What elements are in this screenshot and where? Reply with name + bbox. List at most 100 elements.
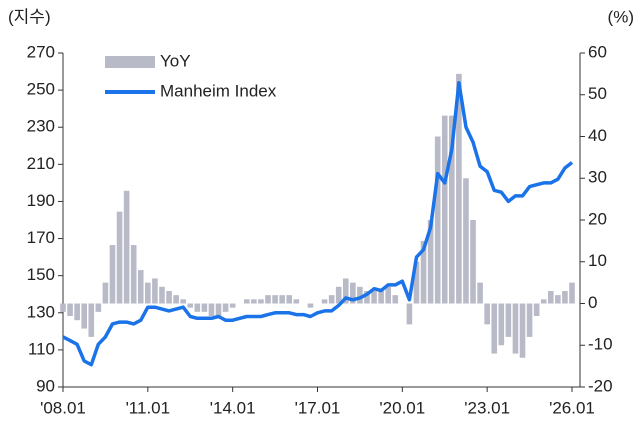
bar	[95, 303, 102, 312]
bar	[491, 303, 498, 354]
y-tick-label: 130	[27, 302, 55, 321]
y-tick-label: 210	[27, 154, 55, 173]
bar	[88, 303, 95, 337]
bar	[123, 190, 130, 304]
legend-label: YoY	[160, 51, 191, 70]
bar	[406, 303, 413, 325]
bar	[152, 278, 158, 304]
bar	[293, 299, 300, 304]
bar	[420, 240, 427, 304]
y-tick-label: 170	[27, 228, 55, 247]
bar	[562, 290, 568, 304]
bar	[208, 303, 215, 317]
bar	[512, 303, 519, 354]
bar	[335, 286, 342, 304]
x-tick-label: '11.01	[126, 398, 171, 417]
bar	[130, 245, 137, 304]
bar	[116, 211, 123, 304]
bar	[350, 282, 356, 304]
y2-tick-label: 30	[588, 168, 607, 187]
bar	[413, 261, 420, 304]
legend-bar-swatch	[105, 56, 155, 68]
bar	[187, 303, 194, 308]
bar	[505, 303, 512, 337]
y-tick-label: 270	[27, 42, 55, 61]
bar	[244, 299, 250, 304]
bar	[194, 303, 201, 312]
bar	[385, 286, 391, 304]
bar	[74, 303, 80, 321]
y-tick-label: 230	[27, 117, 55, 136]
bar	[441, 115, 448, 304]
y-tick-label: 110	[28, 339, 55, 358]
bar	[569, 282, 575, 304]
right-unit: (%)	[608, 7, 634, 26]
bar	[180, 299, 186, 304]
bar	[328, 295, 335, 304]
bar	[222, 303, 229, 312]
bar	[357, 286, 363, 304]
legend-label: Manheim Index	[160, 81, 277, 100]
x-tick-label: '17.01	[295, 398, 341, 417]
y2-tick-label: 20	[588, 209, 607, 228]
bar	[102, 282, 109, 304]
bar	[166, 290, 172, 304]
x-tick-label: '20.01	[379, 398, 425, 417]
bar	[342, 278, 349, 304]
bar	[201, 303, 208, 312]
bar	[272, 295, 278, 304]
bar	[371, 290, 377, 304]
bar	[81, 303, 88, 329]
bar	[279, 295, 285, 304]
y-tick-label: 150	[27, 265, 55, 284]
bar	[145, 282, 151, 304]
bar	[547, 290, 554, 304]
y2-tick-label: 10	[588, 251, 607, 270]
bar	[392, 295, 399, 304]
bar	[555, 295, 561, 304]
bar	[484, 303, 490, 325]
bar	[378, 290, 384, 304]
y-tick-label: 90	[36, 376, 55, 395]
bar	[427, 220, 434, 304]
y2-tick-label: -20	[588, 376, 613, 395]
bar	[67, 303, 73, 317]
bar	[470, 220, 476, 304]
bar	[321, 299, 328, 304]
bar	[173, 295, 179, 304]
bar	[364, 290, 370, 304]
y2-tick-label: 50	[588, 84, 607, 103]
y-tick-label: 250	[27, 80, 55, 99]
y2-tick-label: 60	[588, 42, 607, 61]
bar	[137, 270, 144, 304]
x-tick-label: '08.01	[40, 398, 86, 417]
y2-tick-label: 40	[588, 126, 607, 145]
bar	[519, 303, 526, 358]
bar	[109, 245, 116, 304]
y2-tick-label: 0	[588, 293, 597, 312]
bar	[463, 178, 469, 304]
bar	[215, 303, 222, 317]
bar	[307, 303, 314, 308]
bar	[229, 303, 236, 308]
bar	[456, 73, 462, 304]
bar	[526, 303, 533, 337]
y-tick-label: 190	[27, 191, 55, 210]
bar	[251, 299, 257, 304]
bar	[498, 303, 505, 346]
bar	[533, 303, 540, 317]
line	[62, 80, 574, 367]
bar	[159, 286, 165, 304]
bar	[286, 295, 293, 304]
bar	[449, 115, 455, 304]
bar	[258, 299, 264, 304]
left-unit: (지수)	[8, 7, 51, 26]
bar	[434, 136, 441, 304]
x-tick-label: '26.01	[549, 398, 595, 417]
bar	[60, 303, 66, 312]
x-tick-label: '23.01	[464, 398, 510, 417]
y2-tick-label: -10	[588, 335, 613, 354]
bar	[265, 295, 271, 304]
bar	[477, 282, 483, 304]
